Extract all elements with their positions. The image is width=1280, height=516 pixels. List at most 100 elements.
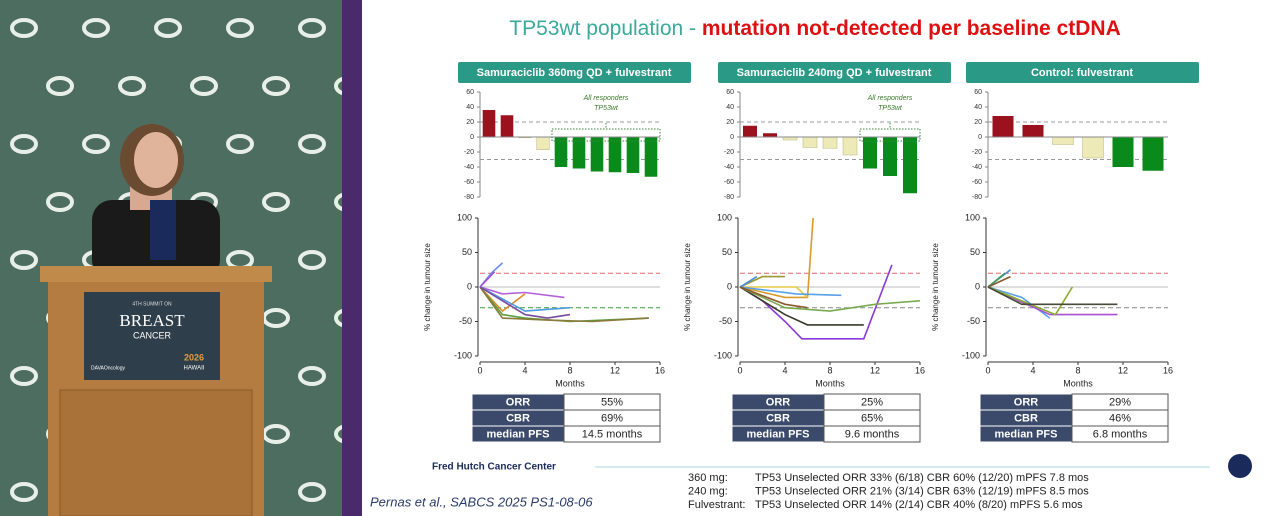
bar	[863, 137, 877, 169]
panel-header: Control: fulvestrant	[1031, 67, 1133, 79]
x-tick-label: 12	[870, 365, 880, 375]
y-tick-label: 50	[462, 247, 472, 257]
x-tick-label: 8	[567, 365, 572, 375]
bar	[1082, 136, 1104, 159]
spider-line	[987, 275, 1011, 288]
spider-line	[739, 286, 864, 326]
spider-line	[740, 286, 809, 298]
pattern-logo	[226, 134, 254, 154]
x-tick-label: 16	[655, 365, 665, 375]
bar	[842, 136, 858, 156]
y-tick-label: 50	[970, 247, 980, 257]
speaker-face	[134, 132, 178, 188]
y-tick-label: -100	[962, 350, 980, 360]
table-value: 65%	[861, 412, 883, 424]
table-value: 25%	[861, 396, 883, 408]
pattern-logo	[46, 76, 74, 96]
note-text: TP53 Unselected ORR 14% (2/14) CBR 40% (…	[755, 499, 1083, 511]
table-label: ORR	[766, 396, 791, 408]
y-tick-label: 0	[470, 134, 474, 141]
footer-logo	[1228, 454, 1252, 478]
table-value: 46%	[1109, 412, 1131, 424]
y-tick-label: -100	[454, 350, 472, 360]
lanyard	[150, 200, 176, 260]
spider-line	[739, 286, 921, 312]
table-label: median PFS	[747, 428, 810, 440]
table-value-cell	[563, 425, 661, 443]
y-tick-label: 0	[467, 281, 472, 291]
sign-logo: HAWAII	[184, 366, 205, 372]
pattern-logo	[298, 482, 326, 502]
y-axis-label: % change in tumour size	[423, 243, 432, 331]
pattern-logo	[10, 482, 38, 502]
pattern-logo	[118, 76, 146, 96]
bar	[1022, 125, 1044, 137]
table-value: 69%	[601, 412, 623, 424]
bar	[482, 110, 496, 137]
pattern-logo	[262, 76, 290, 96]
y-tick-label: -20	[724, 149, 734, 156]
table-value: 55%	[601, 396, 623, 408]
bar	[743, 125, 757, 137]
podium-sign	[84, 292, 220, 380]
pattern-logo	[262, 192, 290, 212]
y-tick-label: 0	[727, 281, 732, 291]
y-tick-label: 0	[730, 134, 734, 141]
panel-header: Samuraciclib 360mg QD + fulvestrant	[477, 67, 672, 79]
table-value: 6.8 months	[1093, 428, 1148, 440]
annotation: TP53wt	[594, 105, 619, 112]
panel-header-bg	[718, 62, 951, 83]
pattern-logo	[82, 18, 110, 38]
y-tick-label: -40	[724, 164, 734, 171]
bar	[572, 137, 586, 169]
x-tick-label: 0	[985, 365, 990, 375]
bar	[500, 115, 514, 137]
pattern-logo	[10, 134, 38, 154]
spider-line	[479, 286, 571, 319]
x-tick-label: 8	[1075, 365, 1080, 375]
y-tick-label: 0	[975, 281, 980, 291]
y-tick-label: 40	[466, 104, 474, 111]
y-tick-label: 20	[726, 119, 734, 126]
table-label: median PFS	[995, 428, 1058, 440]
y-tick-label: 100	[717, 212, 732, 222]
pattern-logo	[10, 366, 38, 386]
note-text: TP53 Unselected ORR 33% (6/18) CBR 60% (…	[755, 472, 1089, 484]
x-tick-label: 0	[737, 365, 742, 375]
y-tick-label: -100	[714, 350, 732, 360]
x-tick-label: 4	[782, 365, 787, 375]
bar	[763, 133, 777, 137]
spider-line	[479, 286, 571, 312]
y-tick-label: -80	[724, 194, 734, 201]
note-text: TP53 Unselected ORR 21% (3/14) CBR 63% (…	[755, 485, 1089, 497]
y-tick-label: 100	[457, 212, 472, 222]
x-tick-label: 4	[522, 365, 527, 375]
annotation: All responders	[867, 95, 913, 102]
spider-line	[987, 286, 1118, 306]
x-tick-label: 12	[610, 365, 620, 375]
spider-line	[987, 286, 1118, 316]
y-tick-label: 0	[978, 134, 982, 141]
y-tick-label: 20	[974, 119, 982, 126]
y-tick-label: 20	[466, 119, 474, 126]
slide-title: TP53wt population - mutation not-detecte…	[509, 17, 1121, 40]
podium-top	[40, 266, 272, 282]
pattern-logo	[154, 18, 182, 38]
pattern-logo	[10, 250, 38, 270]
y-tick-label: -20	[972, 149, 982, 156]
x-tick-label: 12	[1118, 365, 1128, 375]
pattern-logo	[226, 18, 254, 38]
y-tick-label: -60	[972, 179, 982, 186]
bar	[1142, 137, 1164, 171]
panel-header: Samuraciclib 240mg QD + fulvestrant	[737, 67, 932, 79]
pattern-logo	[298, 250, 326, 270]
podium-panel	[59, 389, 253, 516]
pattern-logo	[190, 76, 218, 96]
y-tick-label: -50	[459, 316, 472, 326]
slide-border	[342, 0, 362, 516]
bar	[822, 136, 838, 149]
annotation: All responders	[583, 95, 629, 102]
spider-line	[479, 271, 496, 288]
table-value-cell	[1071, 425, 1169, 443]
